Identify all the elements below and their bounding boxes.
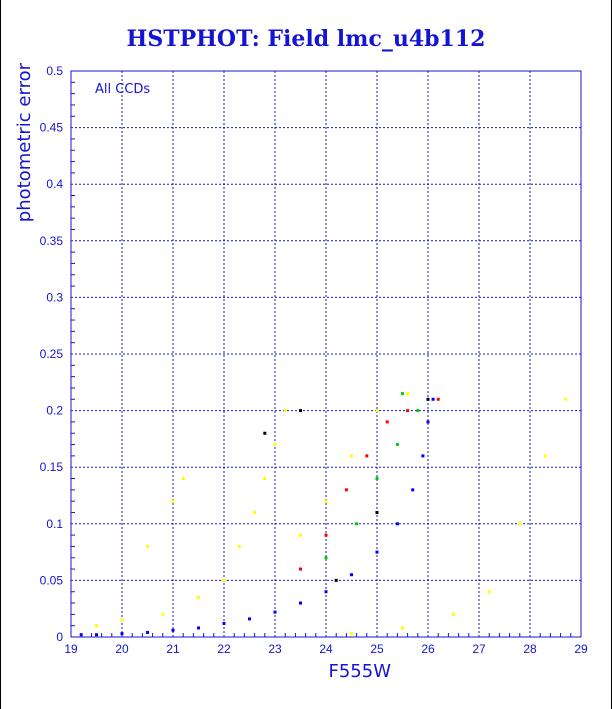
data-point-red [365,454,369,458]
data-point-blue [375,550,379,554]
data-point-yellow [95,624,98,628]
y-tick-label: 0.3 [46,290,63,304]
data-point-blue [248,617,251,621]
data-point-yellow [518,522,522,526]
x-axis-label: F555W [328,661,391,682]
annotation-all-ccds: All CCDs [95,82,150,97]
data-point-yellow [543,454,547,458]
data-point-yellow [253,510,257,514]
x-tick-label: 26 [421,642,435,656]
data-point-black [299,409,302,413]
y-axis-label: photometric error [14,62,35,222]
data-point-red [299,567,302,571]
data-point-blue [324,590,328,594]
x-tick-label: 28 [523,642,537,656]
data-point-blue [411,488,415,492]
data-point-yellow [406,392,410,396]
data-points [79,392,568,637]
data-point-red [406,409,410,413]
data-point-red [324,533,328,537]
data-point-green [416,409,420,413]
data-point-red [385,420,389,424]
data-point-black [334,578,338,582]
plot-area-border [70,70,582,638]
data-point-blue [350,573,353,577]
data-point-yellow [452,612,455,616]
data-point-yellow [197,595,200,599]
data-point-black [426,397,430,401]
x-tick-label: 22 [217,642,231,656]
data-point-blue [171,628,175,632]
x-tick-label: 23 [268,642,282,656]
y-tick-label: 0.35 [40,234,64,248]
x-tick-label: 24 [319,642,333,656]
data-point-blue [431,397,435,401]
data-point-blue [222,621,226,625]
data-point-yellow [273,443,277,447]
data-point-yellow [299,533,302,537]
data-point-yellow [161,612,165,616]
y-tick-label: 0.05 [40,573,64,587]
x-tick-label: 29 [574,642,588,656]
data-point-yellow [146,544,149,548]
data-point-blue [395,522,399,526]
data-point-blue [146,630,149,634]
y-tick-label: 0 [56,630,63,644]
y-tick-label: 0.4 [46,177,63,191]
y-tick-label: 0.2 [46,404,63,418]
data-point-green [401,392,404,396]
data-point-blue [273,610,277,614]
y-tick-label: 0.15 [40,460,64,474]
data-point-yellow [263,477,267,481]
grid-lines [70,70,582,638]
data-point-yellow [171,499,175,503]
y-tick-label: 0.1 [46,517,63,531]
data-point-black [263,431,267,435]
axis-ticks: 19 20 21 22 23 24 25 26 27 28 29 0 0.05 0.1 0.15 0.2 0.2… [40,64,588,656]
data-point-yellow [375,409,379,413]
data-point-green [355,522,359,526]
data-point-yellow [324,499,328,503]
data-point-black [375,510,379,514]
x-tick-label: 25 [370,642,384,656]
data-point-blue [197,626,200,630]
y-tick-label: 0.45 [40,121,64,135]
data-point-yellow [120,618,124,622]
x-tick-label: 21 [166,642,180,656]
data-point-green [324,556,328,560]
data-point-red [344,488,348,492]
data-point-yellow [222,578,226,582]
data-point-yellow [283,409,287,413]
data-point-green [375,477,379,481]
y-tick-label: 0.25 [40,347,64,361]
data-point-yellow [350,632,353,636]
data-point-yellow [181,477,185,481]
data-point-green [395,443,399,447]
chart-title: HSTPHOT: Field lmc_u4b112 [126,26,486,52]
data-point-yellow [401,626,404,630]
data-point-blue [421,454,425,458]
y-tick-label: 0.5 [46,64,63,78]
data-point-yellow [350,454,353,458]
data-point-blue [299,601,302,605]
data-point-yellow [564,397,568,401]
data-point-blue [95,633,98,637]
data-point-yellow [237,544,241,548]
data-point-blue [120,632,124,636]
data-point-yellow [487,590,491,594]
data-point-blue [426,420,430,424]
x-tick-label: 19 [64,642,78,656]
x-tick-label: 20 [115,642,129,656]
x-tick-label: 27 [472,642,486,656]
data-point-red [436,397,440,401]
